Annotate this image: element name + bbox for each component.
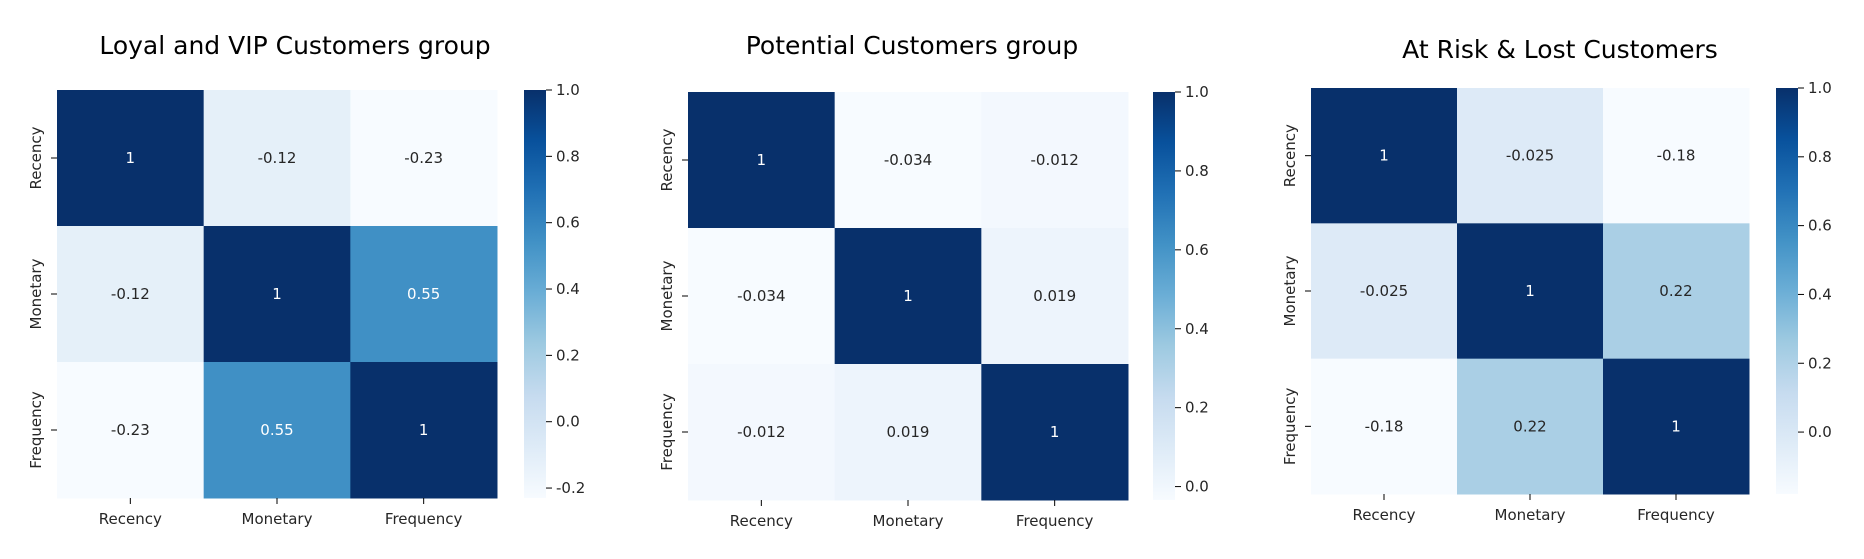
potential-x-label-1: Monetary (873, 512, 944, 530)
loyal-vip-colorbar-label-0: 1.0 (556, 81, 580, 99)
potential-cell-label-1-1: 1 (903, 287, 913, 305)
at-risk-lost-cell-label-2-2: 1 (1671, 417, 1681, 435)
potential-cell-label-2-2: 1 (1050, 423, 1060, 441)
loyal-vip-cell-label-1-0: -0.12 (111, 285, 150, 303)
potential-colorbar-label-4: 0.2 (1185, 399, 1209, 417)
loyal-vip-y-label-1: Monetary (27, 258, 45, 329)
potential-cell-label-0-1: -0.034 (884, 151, 932, 169)
at-risk-lost-title: At Risk & Lost Customers (1402, 35, 1718, 64)
potential-colorbar-label-5: 0.0 (1185, 478, 1209, 496)
at-risk-lost-cell-label-0-0: 1 (1379, 147, 1389, 165)
loyal-vip-y-label-2: Frequency (27, 391, 45, 469)
potential-cell-label-1-0: -0.034 (737, 287, 785, 305)
potential-cell-0-0 (688, 92, 836, 229)
at-risk-lost-y-label-0: Recency (1281, 124, 1299, 187)
at-risk-lost-y-label-1: Monetary (1281, 255, 1299, 326)
potential-cell-label-0-2: -0.012 (1030, 151, 1078, 169)
potential-cell-0-2 (981, 92, 1129, 229)
at-risk-lost-cell-0-1 (1457, 88, 1604, 224)
potential-y-label-2: Frequency (658, 393, 676, 471)
potential-colorbar-label-1: 0.8 (1185, 162, 1209, 180)
at-risk-lost-cell-1-2 (1603, 223, 1750, 360)
potential-cell-label-2-1: 0.019 (887, 423, 930, 441)
at-risk-lost-cell-label-1-0: -0.025 (1360, 282, 1408, 300)
at-risk-lost-cell-label-1-2: 0.22 (1659, 282, 1692, 300)
at-risk-lost-cell-2-0 (1311, 358, 1458, 495)
at-risk-lost-colorbar (1776, 88, 1798, 494)
potential-colorbar-label-2: 0.6 (1185, 241, 1209, 259)
potential-colorbar-label-0: 1.0 (1185, 83, 1209, 101)
potential-cell-1-0 (688, 228, 836, 365)
potential-y-label-0: Recency (658, 128, 676, 191)
at-risk-lost-colorbar-label-2: 0.6 (1808, 217, 1832, 235)
loyal-vip-colorbar-label-2: 0.6 (556, 214, 580, 232)
potential-x-label-2: Frequency (1016, 512, 1094, 530)
loyal-vip-colorbar (524, 90, 546, 498)
at-risk-lost-cell-2-2 (1603, 358, 1750, 495)
loyal-vip-cell-label-2-0: -0.23 (111, 421, 150, 439)
potential-cell-label-2-0: -0.012 (737, 423, 785, 441)
at-risk-lost-cell-label-2-0: -0.18 (1365, 417, 1404, 435)
loyal-vip-cell-label-2-1: 0.55 (260, 421, 293, 439)
loyal-vip-cell-2-1 (203, 362, 351, 499)
potential-cell-label-0-0: 1 (757, 151, 767, 169)
at-risk-lost-x-label-0: Recency (1352, 506, 1415, 524)
potential-colorbar (1153, 92, 1175, 500)
potential-y-label-1: Monetary (658, 260, 676, 331)
at-risk-lost-colorbar-label-5: 0.0 (1808, 423, 1832, 441)
loyal-vip-cell-1-2 (350, 226, 498, 363)
loyal-vip-cell-label-0-0: 1 (126, 149, 136, 167)
loyal-vip-cell-2-0 (57, 362, 205, 499)
at-risk-lost-cell-1-0 (1311, 223, 1458, 360)
loyal-vip-x-label-0: Recency (99, 510, 162, 528)
loyal-vip-x-label-2: Frequency (385, 510, 463, 528)
loyal-vip-cell-0-1 (203, 90, 351, 227)
loyal-vip-cell-label-1-2: 0.55 (407, 285, 440, 303)
at-risk-lost-y-label-2: Frequency (1281, 387, 1299, 465)
at-risk-lost-cell-label-0-2: -0.18 (1657, 147, 1696, 165)
at-risk-lost-x-label-1: Monetary (1495, 506, 1566, 524)
loyal-vip-cell-label-2-2: 1 (419, 421, 429, 439)
loyal-vip-cell-label-0-2: -0.23 (404, 149, 443, 167)
loyal-vip-title: Loyal and VIP Customers group (99, 31, 490, 60)
potential-title: Potential Customers group (746, 31, 1078, 60)
potential-cell-label-1-2: 0.019 (1033, 287, 1076, 305)
loyal-vip-cell-1-0 (57, 226, 205, 363)
loyal-vip-colorbar-label-5: 0.0 (556, 413, 580, 431)
potential-x-label-0: Recency (730, 512, 793, 530)
potential-cell-0-1 (834, 92, 982, 229)
at-risk-lost-cell-0-0 (1311, 88, 1458, 224)
at-risk-lost-cell-label-1-1: 1 (1525, 282, 1535, 300)
potential-cell-2-1 (834, 364, 982, 501)
at-risk-lost-colorbar-label-3: 0.4 (1808, 285, 1832, 303)
loyal-vip-cell-0-0 (57, 90, 205, 227)
loyal-vip-cell-1-1 (203, 226, 351, 363)
loyal-vip-y-label-0: Recency (27, 126, 45, 189)
at-risk-lost-x-label-2: Frequency (1637, 506, 1715, 524)
potential-colorbar-label-3: 0.4 (1185, 320, 1209, 338)
loyal-vip-colorbar-label-3: 0.4 (556, 280, 580, 298)
loyal-vip-colorbar-label-4: 0.2 (556, 346, 580, 364)
loyal-vip-cell-label-0-1: -0.12 (258, 149, 297, 167)
at-risk-lost-cell-label-2-1: 0.22 (1513, 417, 1546, 435)
at-risk-lost-cell-0-2 (1603, 88, 1750, 224)
potential-cell-1-2 (981, 228, 1129, 365)
loyal-vip-cell-label-1-1: 1 (272, 285, 282, 303)
loyal-vip-colorbar-label-1: 0.8 (556, 147, 580, 165)
loyal-vip-cell-0-2 (350, 90, 498, 227)
at-risk-lost-cell-2-1 (1457, 358, 1604, 495)
potential-cell-1-1 (834, 228, 982, 365)
potential-cell-2-2 (981, 364, 1129, 501)
loyal-vip-x-label-1: Monetary (242, 510, 313, 528)
at-risk-lost-cell-label-0-1: -0.025 (1506, 147, 1554, 165)
loyal-vip-colorbar-label-6: -0.2 (556, 479, 585, 497)
at-risk-lost-colorbar-label-4: 0.2 (1808, 354, 1832, 372)
potential-cell-2-0 (688, 364, 836, 501)
loyal-vip-cell-2-2 (350, 362, 498, 499)
at-risk-lost-colorbar-label-0: 1.0 (1808, 79, 1832, 97)
at-risk-lost-cell-1-1 (1457, 223, 1604, 360)
at-risk-lost-colorbar-label-1: 0.8 (1808, 148, 1832, 166)
